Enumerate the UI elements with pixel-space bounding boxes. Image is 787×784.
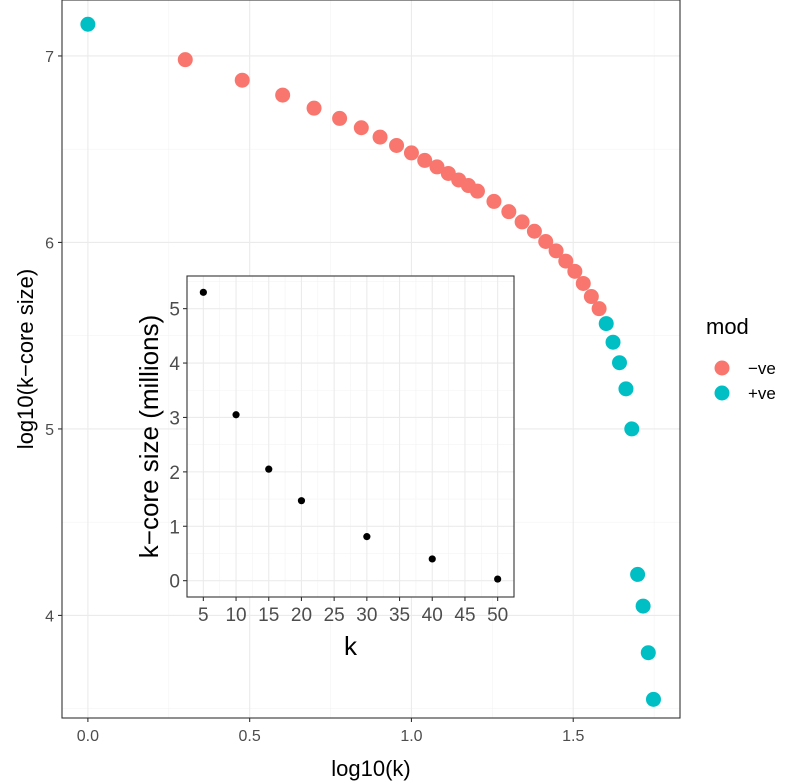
main-x-tick-label: 0.0 [77, 728, 99, 745]
main-data-point [567, 263, 583, 279]
main-data-point [80, 16, 96, 32]
inset-data-point [265, 465, 273, 473]
main-y-axis-title: log10(k−core size) [13, 269, 38, 449]
main-data-point [353, 120, 369, 136]
inset-y-tick-label: 1 [169, 517, 180, 538]
inset-x-tick-label: 40 [422, 605, 443, 626]
inset-x-tick-label: 20 [291, 605, 312, 626]
main-data-point [372, 129, 388, 145]
main-y-tick-label: 4 [45, 608, 54, 625]
inset-x-tick-label: 5 [198, 605, 209, 626]
main-x-tick-label: 1.5 [562, 728, 584, 745]
main-data-point [575, 275, 591, 291]
main-x-tick-label: 0.5 [239, 728, 261, 745]
legend-key [714, 360, 730, 376]
inset-data-point [232, 411, 240, 419]
main-data-point [558, 253, 574, 269]
main-data-point [417, 152, 433, 168]
main-data-point [538, 234, 554, 250]
inset-data-point [297, 497, 306, 505]
inset-points [199, 288, 502, 583]
main-data-point [583, 289, 599, 305]
main-x-axis-title: log10(k) [331, 756, 410, 781]
main-data-point [548, 243, 564, 259]
main-data-point [591, 301, 607, 317]
main-y-tick-label: 7 [45, 49, 54, 66]
main-data-point [640, 645, 656, 661]
inset-y-tick-label: 2 [169, 463, 180, 484]
inset-data-point [363, 533, 371, 541]
inset-data-point [494, 575, 502, 583]
main-data-point [389, 137, 405, 153]
main-data-point [611, 355, 627, 371]
inset-data-point [199, 288, 207, 296]
main-y-tick-label: 6 [45, 235, 54, 252]
inset-y-tick-label: 5 [169, 300, 180, 321]
main-data-point [624, 421, 640, 437]
legend-label: +ve [748, 384, 776, 403]
inset-x-tick-label: 35 [389, 605, 410, 626]
inset-x-tick-label: 15 [258, 605, 279, 626]
inset-y-tick-label: 0 [169, 572, 180, 593]
main-data-point [429, 159, 445, 175]
inset-y-axis-title: k−core size (millions) [134, 315, 164, 558]
main-data-point [526, 223, 542, 239]
main-data-point [403, 145, 419, 161]
legend-items: −ve +ve [714, 359, 776, 403]
legend-title: mod [706, 314, 749, 339]
main-data-point [645, 691, 661, 707]
main-data-point [306, 100, 322, 116]
main-data-point [635, 598, 651, 614]
inset-x-tick-label: 10 [225, 605, 246, 626]
inset-x-tick-label: 25 [324, 605, 345, 626]
legend-label: −ve [748, 359, 776, 378]
main-data-point [275, 87, 291, 103]
main-data-point [234, 72, 250, 88]
inset-x-tick-label: 45 [454, 605, 475, 626]
main-data-point [501, 204, 517, 220]
main-data-point [630, 566, 646, 582]
main-data-point [514, 214, 530, 230]
main-panel-border [61, 0, 681, 719]
inset-data-point [428, 555, 436, 563]
main-data-point [598, 316, 614, 332]
inset-panel-border [186, 275, 515, 598]
inset-x-tick-label: 30 [356, 605, 377, 626]
main-data-point [618, 381, 634, 397]
main-data-point [605, 334, 621, 350]
main-data-point [177, 52, 193, 68]
inset-x-tick-label: 50 [487, 605, 508, 626]
main-data-point [486, 193, 502, 209]
inset-y-tick-label: 4 [169, 354, 180, 375]
legend-key [714, 385, 730, 401]
inset-grid [187, 276, 515, 597]
main-x-tick-label: 1.0 [400, 728, 422, 745]
main-points [80, 16, 661, 707]
inset-x-axis-title: k [344, 631, 358, 661]
legend: mod −ve +ve [706, 314, 776, 403]
main-data-point [469, 183, 485, 199]
inset-y-tick-label: 3 [169, 408, 180, 429]
main-y-tick-label: 5 [45, 422, 54, 439]
main-data-point [332, 110, 348, 126]
